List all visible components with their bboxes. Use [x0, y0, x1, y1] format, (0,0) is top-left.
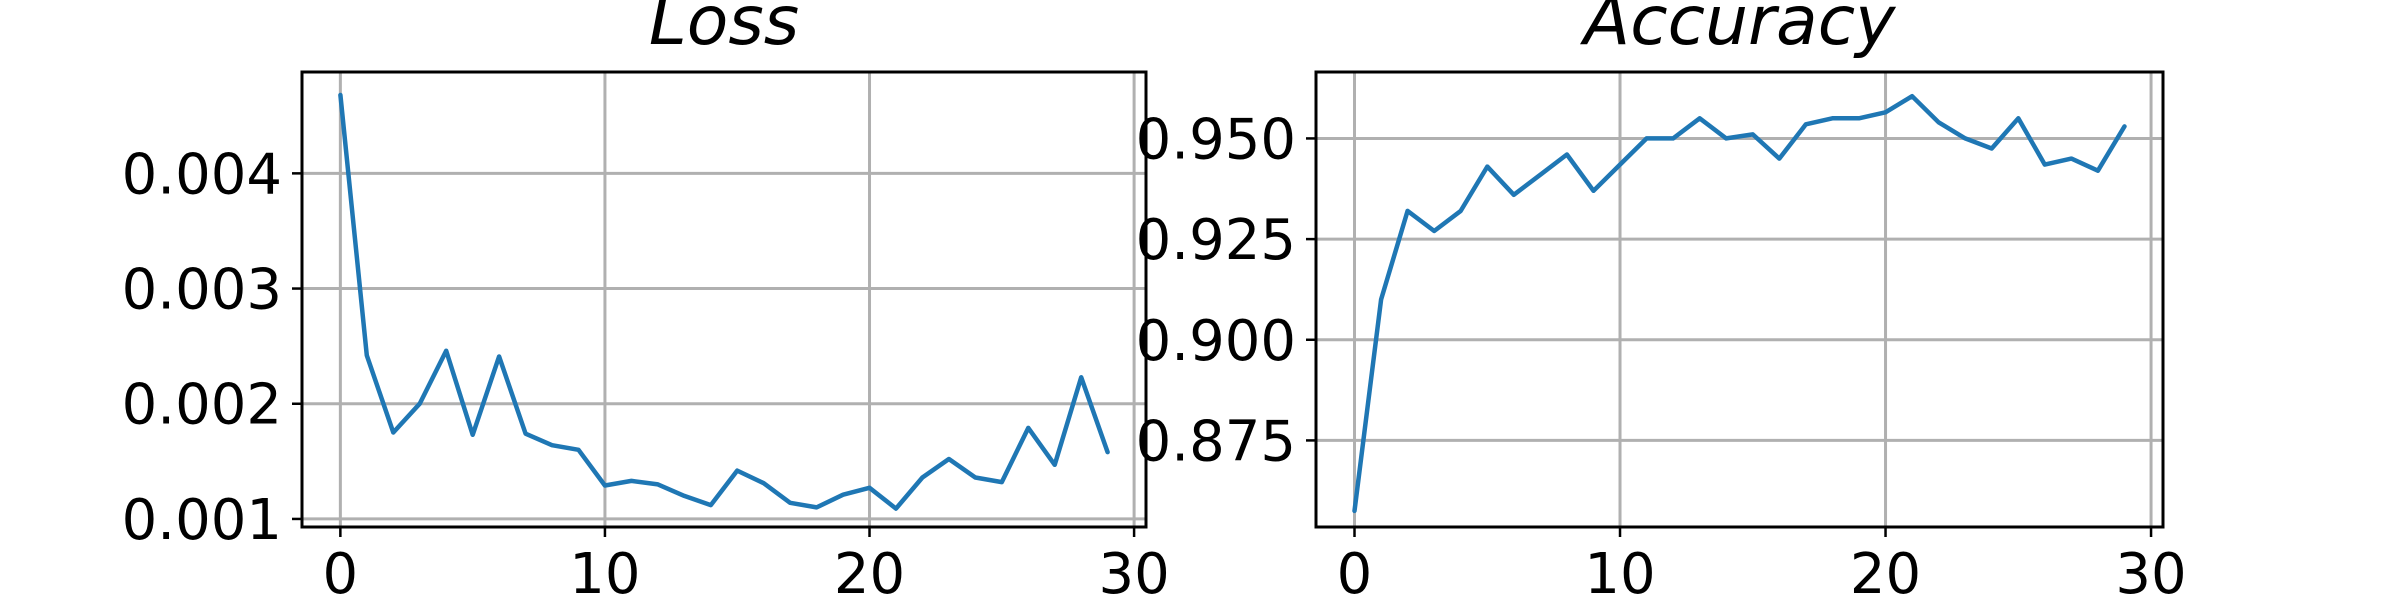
chart-accuracy-x-tick-label-1: 10: [1584, 542, 1655, 600]
chart-loss-x-tick-label-3: 30: [1098, 542, 1169, 600]
chart-loss-title: Loss: [649, 0, 799, 61]
chart-loss-plot-frame: [300, 70, 1148, 529]
chart-accuracy-x-tick-label-0: 0: [1337, 542, 1373, 600]
chart-accuracy-y-tick-label-1: 0.900: [1136, 309, 1296, 374]
chart-loss-x-tick-label-0: 0: [323, 542, 359, 600]
chart-loss-x-tick-label-2: 20: [834, 542, 905, 600]
chart-accuracy-y-tick-label-3: 0.950: [1136, 107, 1296, 172]
chart-accuracy-y-tick-label-0: 0.875: [1136, 409, 1296, 474]
chart-accuracy-x-tick-label-3: 30: [2115, 542, 2186, 600]
chart-loss-y-tick-label-1: 0.002: [122, 373, 282, 438]
chart-loss-series-line-0: [338, 92, 1110, 511]
chart-loss-x-tick-label-1: 10: [569, 542, 640, 600]
chart-accuracy-plot-frame: [1314, 70, 2165, 529]
chart-loss-y-tick-label-3: 0.004: [122, 142, 282, 207]
chart-accuracy-series-line-0: [1352, 93, 2127, 514]
loss-panel: 0 10 20 30 0.001 0.002 0.003 0.004 Loss: [122, 0, 1170, 600]
accuracy-panel: 0 10 20 30 0.875 0.900 0.925 0.950 Accuracy: [1136, 0, 2187, 600]
chart-accuracy-x-tick-label-2: 20: [1850, 542, 1921, 600]
chart-loss-y-tick-label-0: 0.001: [122, 488, 282, 553]
chart-loss-y-tick-label-2: 0.003: [122, 258, 282, 323]
chart-accuracy-title: Accuracy: [1580, 0, 1896, 61]
chart-accuracy-y-tick-label-2: 0.925: [1136, 208, 1296, 273]
